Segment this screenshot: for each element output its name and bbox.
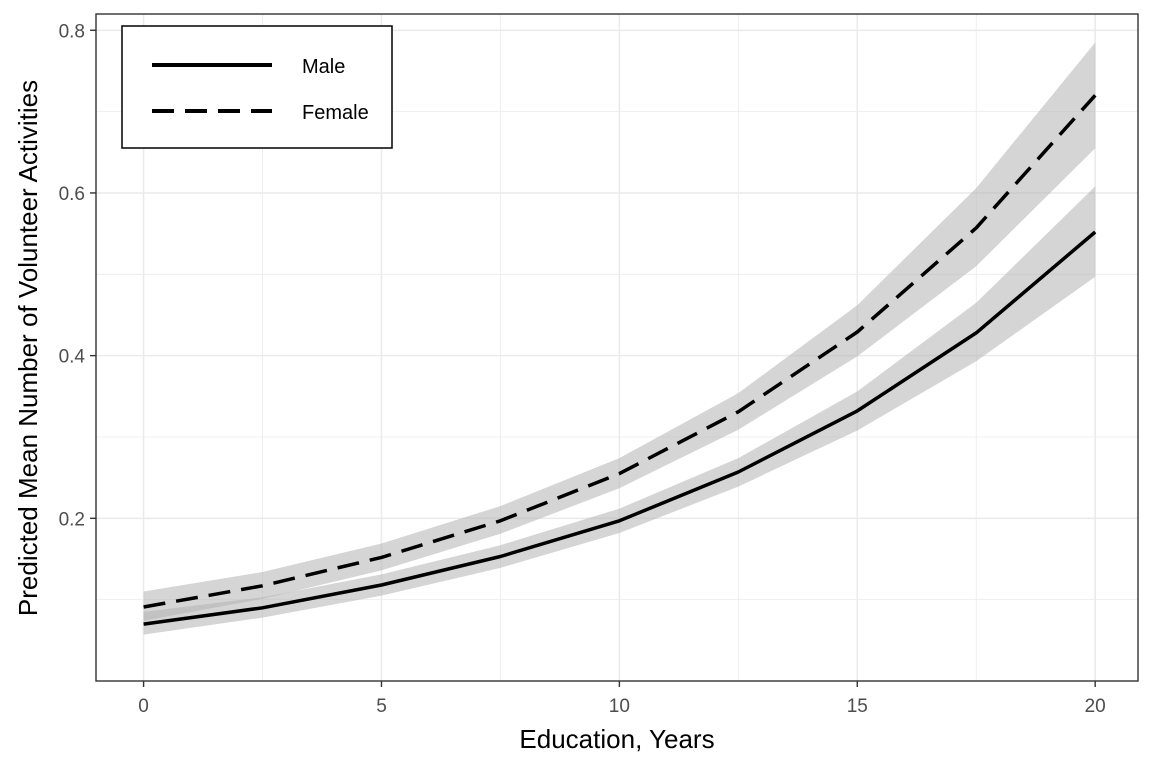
series-line-male [143,230,1097,626]
legend-box [121,25,393,149]
x-tick-label: 15 [847,696,868,717]
y-tick-label: 0.4 [59,347,86,368]
series-lines [143,94,1097,626]
x-tick-label: 10 [609,696,630,717]
legend-label-female: Female [302,102,369,124]
x-tick-label: 20 [1085,696,1106,717]
y-tick-label: 0.2 [59,509,85,530]
x-axis: 0 5 10 15 20 [138,681,1106,717]
y-axis: 0.2 0.4 0.6 0.8 [59,21,96,530]
y-tick-label: 0.6 [59,184,85,205]
legend: Male Female [121,25,393,149]
y-tick-label: 0.8 [59,21,85,42]
x-tick-label: 0 [138,696,149,717]
x-axis-title: Education, Years [519,724,714,754]
x-tick-label: 5 [376,696,387,717]
plot-frame [95,13,1139,682]
legend-label-male: Male [302,56,345,78]
y-axis-title: Predicted Mean Number of Volunteer Activ… [13,80,43,616]
series-line-female [143,94,1097,609]
